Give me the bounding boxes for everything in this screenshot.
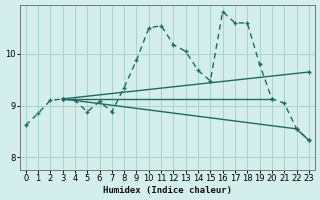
X-axis label: Humidex (Indice chaleur): Humidex (Indice chaleur) — [103, 186, 232, 195]
